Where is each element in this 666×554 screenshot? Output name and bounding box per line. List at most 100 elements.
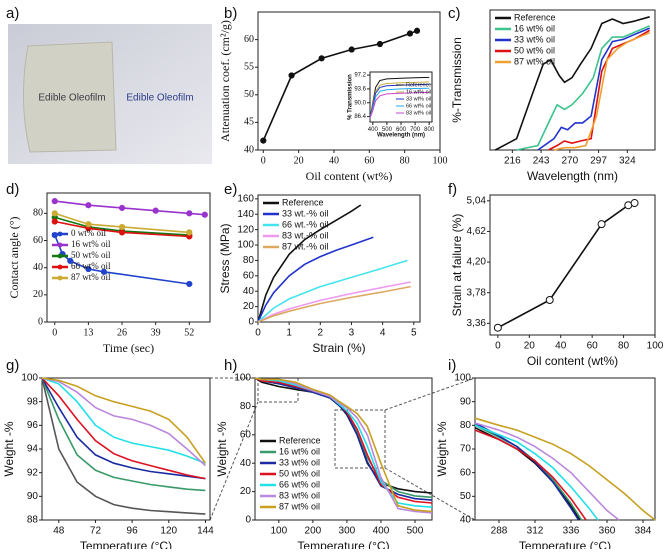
legend-label: 87 wt% oil — [71, 272, 111, 282]
legend-marker — [57, 264, 63, 270]
x-tick-label: 297 — [590, 156, 607, 167]
y-tick-label: 90.0 — [354, 100, 366, 106]
point — [67, 257, 74, 264]
y-tick-label: 93.6 — [354, 87, 366, 93]
panel-label: e) — [224, 181, 237, 198]
x-tick-label: 4 — [380, 328, 386, 339]
series-line — [474, 422, 580, 521]
y-tick-label: 90 — [27, 491, 39, 502]
x-tick-label: 0 — [255, 328, 261, 339]
legend-label: 87 wt% oil — [279, 501, 320, 511]
point — [260, 137, 267, 144]
series-line — [516, 25, 651, 151]
point — [85, 265, 92, 273]
x-tick-label: 80 — [618, 341, 630, 352]
y-tick-label: 60 — [243, 270, 255, 281]
legend-marker — [57, 231, 63, 237]
legend-label: 50 wt% oil — [279, 468, 320, 478]
y-tick-label: 96 — [27, 420, 39, 431]
legend-label: 33 wt% oil — [279, 457, 320, 467]
series-line — [54, 220, 190, 238]
y-axis-label: %-Transmission — [450, 37, 464, 123]
legend-label: 83 wt% oil — [406, 110, 431, 116]
series-line — [41, 377, 206, 480]
x-tick-label: 120 — [160, 526, 177, 537]
y-tick-label: 40 — [33, 262, 43, 273]
series-line — [54, 216, 190, 236]
x-tick-label: 72 — [90, 526, 102, 537]
x-tick-label: 0 — [52, 327, 57, 338]
point — [376, 40, 384, 48]
film — [22, 41, 117, 153]
legend-label: 66 wt.-% oil — [282, 219, 329, 229]
plot-frame — [46, 192, 211, 323]
y-tick-label: 80 — [460, 420, 472, 431]
x-tick-label: 48 — [53, 526, 65, 537]
legend-label: 33 wt.-% oil — [282, 208, 329, 218]
x-tick-label: 60 — [587, 341, 599, 352]
point — [186, 229, 193, 236]
x-tick-label: 1 — [286, 328, 292, 339]
series-line — [41, 377, 206, 515]
x-axis-label: Time (sec) — [103, 341, 154, 355]
chart: 48 72 96 120 144 88 90 92 94 96 98 100 Temperature (… — [2, 357, 214, 553]
legend-label: 83 wt% oil — [279, 490, 320, 500]
y-axis-label: Strain at failure (%) — [450, 214, 464, 317]
chart: 100 200 300 400 500 0 20 40 60 80 100 Temperature (… — [215, 357, 433, 553]
series-line — [474, 417, 656, 521]
x-tick-label: 243 — [533, 156, 550, 167]
legend-marker — [57, 275, 63, 281]
legend-label: Reference — [279, 435, 321, 445]
y-tick-label: 100 — [234, 373, 251, 384]
y-tick-label: 0 — [248, 317, 254, 328]
y-tick-label: 50 — [460, 491, 472, 502]
series-line — [537, 27, 651, 151]
y-tick-label: 20 — [33, 289, 43, 300]
chart: 0 1 2 3 4 5 0 20 40 60 80 100 120 140 160 Strain (%) Str… — [218, 181, 421, 355]
plot-frame — [257, 194, 421, 323]
point — [348, 46, 355, 53]
point — [413, 27, 421, 34]
y-tick-label: 20 — [243, 301, 255, 312]
x-tick-label: 5 — [411, 328, 417, 339]
x-axis-label: Oil content (wt%) — [527, 354, 618, 368]
x-axis-label: Temperature (°C) — [80, 539, 172, 549]
point — [51, 210, 58, 217]
legend-label: 16 wt% oil — [71, 239, 111, 249]
legend-label: 16 wt% oil — [514, 23, 555, 33]
x-tick-label: 40 — [555, 341, 567, 352]
y-tick-label: 4,62 — [467, 226, 487, 237]
y-tick-label: 40 — [244, 144, 254, 155]
x-tick-label: 312 — [527, 526, 544, 537]
series-line — [257, 259, 408, 323]
x-axis-label: Oil content (wt%) — [306, 169, 393, 183]
legend-marker — [57, 242, 63, 248]
x-tick-label: 40 — [329, 155, 339, 166]
point — [597, 220, 606, 229]
y-tick-label: 94 — [27, 444, 39, 455]
point — [288, 72, 295, 79]
x-tick-label: 39 — [151, 327, 161, 338]
panel-label: g) — [6, 357, 19, 374]
series-line — [257, 281, 411, 323]
legend-label: 0 wt% oil — [71, 228, 106, 238]
x-axis-label: Wavelength (nm) — [527, 169, 618, 183]
series-line — [548, 29, 651, 151]
chart: 288 312 336 360 384 40 50 60 70 80 90 100 Temperatur… — [435, 357, 656, 553]
point — [201, 211, 208, 218]
y-tick-label: 160 — [237, 193, 254, 204]
x-tick-label: 336 — [563, 526, 580, 537]
point — [186, 280, 193, 288]
panel-label: h) — [224, 357, 237, 374]
series-line — [474, 424, 583, 521]
y-tick-label: 90 — [460, 396, 472, 407]
y-tick-label: 86.4 — [354, 114, 366, 120]
legend-marker — [57, 253, 63, 259]
y-tick-label: 120 — [237, 224, 254, 235]
series-line — [474, 426, 581, 521]
y-tick-label: 97.2 — [354, 73, 366, 79]
panel-label: b) — [224, 5, 237, 22]
y-tick-label: 55 — [244, 61, 254, 72]
x-axis-label: Strain (%) — [312, 341, 365, 355]
point — [85, 221, 92, 228]
